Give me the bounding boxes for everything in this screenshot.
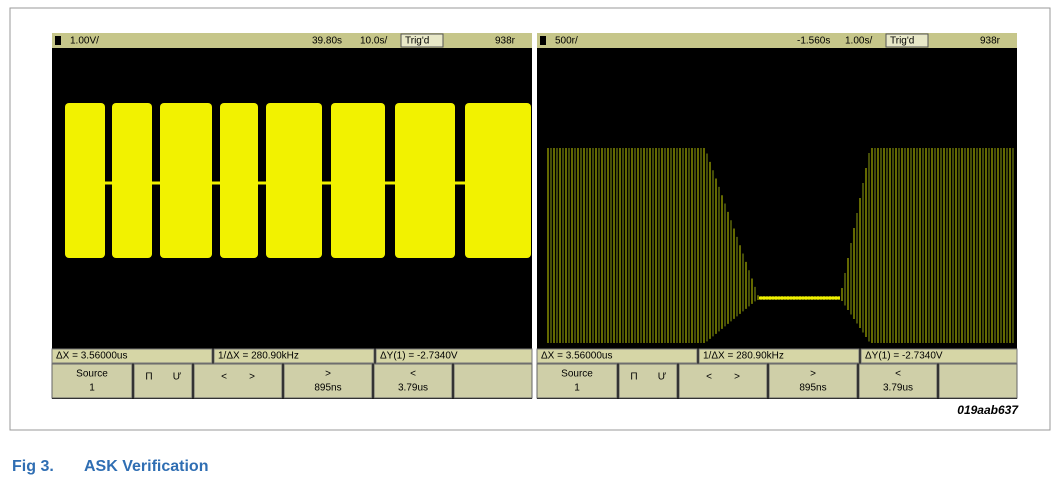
softkey-symbol: Ư: [658, 372, 667, 383]
top-bar-text: 10.0s/: [360, 36, 387, 47]
softkey-value: 3.79us: [883, 383, 913, 394]
waveform-block: [465, 103, 531, 258]
top-bar-text: 938r: [980, 36, 1001, 47]
top-bar-text: -1.560s: [797, 36, 830, 47]
top-bar: [52, 33, 532, 48]
softkey-value: 895ns: [799, 383, 826, 394]
top-bar-text: 938r: [495, 36, 516, 47]
measure-text: ΔY(1) = -2.7340V: [380, 351, 458, 362]
waveform-block: [65, 103, 105, 258]
softkey-value: 1: [89, 383, 95, 394]
measure-text: ΔX = 3.56000us: [541, 351, 612, 362]
waveform-block: [220, 103, 258, 258]
softkey-label: >: [325, 369, 331, 380]
caption-title: ASK Verification: [84, 458, 208, 475]
measure-text: 1/ΔX = 280.90kHz: [703, 351, 784, 362]
waveform-block: [160, 103, 212, 258]
figure-page: 019aab637 Fig 3. ASK Verification 1.00V/…: [0, 0, 1062, 488]
softkey: [679, 364, 767, 398]
softkey-symbol: >: [734, 372, 740, 383]
softkey-symbol: <: [706, 372, 712, 383]
softkey-symbol: Π: [145, 372, 152, 383]
oscilloscope-screen: 1.00V/39.80s 10.0s/Trig'd 938r ΔX = 3.56000…: [52, 33, 532, 399]
softkey: [134, 364, 192, 398]
figure-id: 019aab637: [957, 403, 1019, 417]
softkey-symbol: Π: [630, 372, 637, 383]
measure-text: 1/ΔX = 280.90kHz: [218, 351, 299, 362]
softkey: [194, 364, 282, 398]
softkey-value: 3.79us: [398, 383, 428, 394]
softkey-label: <: [895, 369, 901, 380]
softkey-symbol: Ư: [173, 372, 182, 383]
softkey-value: 895ns: [314, 383, 341, 394]
softkey-value: 1: [574, 383, 580, 394]
waveform-block: [331, 103, 385, 258]
softkey-label: Source: [561, 369, 593, 380]
waveform-block: [266, 103, 322, 258]
channel-marker: [55, 36, 61, 45]
softkey-label: >: [810, 369, 816, 380]
top-bar-text: 500r/: [555, 36, 578, 47]
softkey: [454, 364, 532, 398]
caption-number: Fig 3.: [12, 458, 54, 475]
softkey-label: <: [410, 369, 416, 380]
screen-bg: [537, 33, 1017, 399]
measure-text: ΔY(1) = -2.7340V: [865, 351, 943, 362]
top-bar-text: 1.00s/: [845, 36, 872, 47]
channel-marker: [540, 36, 546, 45]
softkey-symbol: >: [249, 372, 255, 383]
softkey-symbol: <: [221, 372, 227, 383]
softkey-label: Source: [76, 369, 108, 380]
oscilloscope-screen: 500r/ -1.560s 1.00s/Trig'd 938r ΔX = 3.56000…: [537, 33, 1017, 399]
top-bar-text: 39.80s: [312, 36, 342, 47]
measure-text: ΔX = 3.56000us: [56, 351, 127, 362]
softkey: [939, 364, 1017, 398]
waveform-block: [395, 103, 455, 258]
top-bar: [537, 33, 1017, 48]
top-bar-text: Trig'd: [890, 36, 914, 47]
waveform-block: [112, 103, 152, 258]
top-bar-text: 1.00V/: [70, 36, 99, 47]
softkey: [619, 364, 677, 398]
top-bar-text: Trig'd: [405, 36, 429, 47]
